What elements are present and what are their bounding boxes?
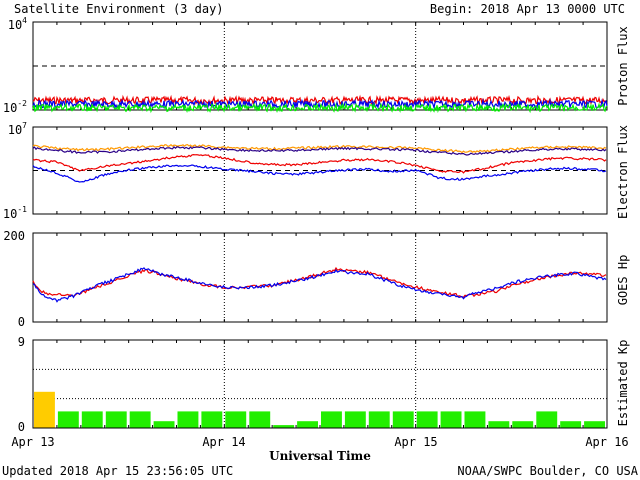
electron-flux-label: Electron Flux — [616, 125, 630, 219]
x-axis-label: Universal Time — [269, 449, 371, 463]
series-blue-line — [32, 164, 607, 183]
kp-bar — [249, 411, 271, 428]
kp-bar — [464, 411, 486, 428]
xtick-apr16: Apr 16 — [585, 435, 628, 449]
kp-bar — [177, 411, 199, 428]
series-navy-line — [32, 146, 607, 156]
kp-bar — [416, 411, 438, 428]
kp-ytick-top: 9 — [18, 335, 25, 349]
kp-bar — [57, 411, 79, 428]
hp-ytick-top: 200 — [3, 229, 25, 243]
estimated-kp-label: Estimated Kp — [616, 340, 630, 427]
plot-frame-outline — [32, 339, 608, 429]
kp-bar — [81, 411, 103, 428]
xtick-apr14: Apr 14 — [202, 435, 245, 449]
begin-time: Begin: 2018 Apr 13 0000 UTC — [430, 2, 625, 16]
kp-bar — [273, 425, 295, 428]
series-blue-line — [32, 267, 607, 303]
updated-timestamp: Updated 2018 Apr 15 23:56:05 UTC — [2, 464, 233, 478]
xtick-apr15: Apr 15 — [394, 435, 437, 449]
estimated-kp-panel — [32, 339, 608, 429]
electron-ytick-bottom: 10-1 — [3, 205, 27, 221]
goes-hp-label: GOES Hp — [616, 255, 630, 306]
kp-bar — [512, 421, 534, 428]
electron-ytick-top: 107 — [8, 121, 27, 137]
xtick-apr13: Apr 13 — [11, 435, 54, 449]
kp-bar — [153, 421, 175, 428]
hp-ytick-bottom: 0 — [18, 315, 25, 329]
proton-ytick-bottom: 10-2 — [3, 99, 27, 115]
electron-flux-panel — [32, 126, 608, 215]
kp-bar — [34, 391, 55, 428]
kp-bar — [560, 421, 582, 428]
proton-flux-label: Proton Flux — [616, 26, 630, 105]
kp-bar — [392, 411, 414, 428]
plot-frame — [32, 232, 608, 323]
kp-ytick-bottom: 0 — [18, 420, 25, 434]
credit-line: NOAA/SWPC Boulder, CO USA — [457, 464, 638, 478]
proton-flux-panel — [32, 21, 608, 114]
goes-hp-panel — [32, 232, 608, 323]
kp-bar — [321, 411, 342, 428]
kp-bar — [297, 421, 318, 428]
kp-bar — [368, 411, 390, 428]
proton-ytick-top: 104 — [8, 16, 27, 32]
kp-bar — [344, 411, 366, 428]
series-red-line — [32, 153, 607, 174]
kp-bar — [201, 411, 223, 428]
kp-bar — [536, 411, 558, 428]
kp-bar — [105, 411, 127, 428]
kp-bar — [440, 411, 462, 428]
kp-bar — [488, 421, 510, 428]
plot-frame — [32, 339, 608, 429]
chart-title: Satellite Environment (3 day) — [14, 2, 224, 16]
series-green-line — [32, 102, 608, 114]
kp-bar — [225, 411, 247, 428]
series-orange-line — [32, 143, 607, 154]
kp-bar — [129, 411, 151, 428]
kp-bar — [584, 421, 605, 428]
